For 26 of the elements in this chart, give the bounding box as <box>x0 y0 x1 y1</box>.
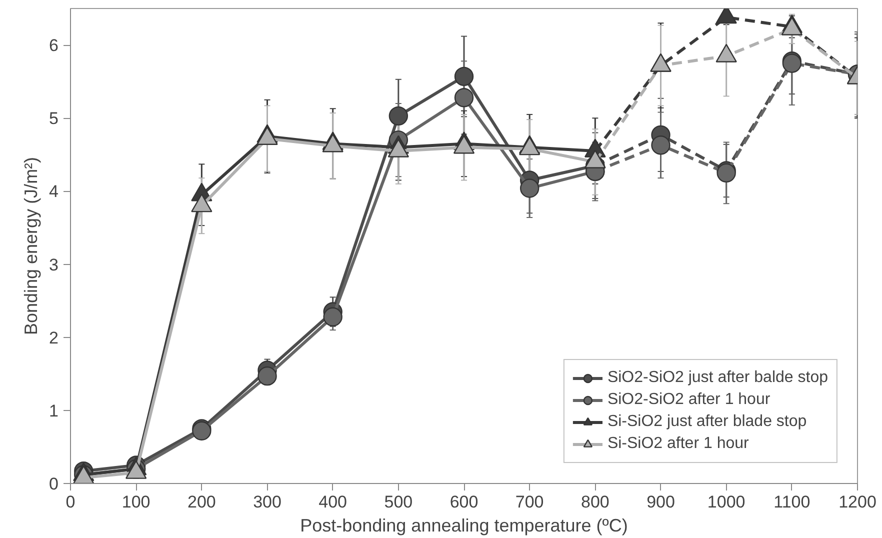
x-tick-label: 800 <box>580 492 610 512</box>
y-axis-title: Bonding energy (J/m²) <box>21 156 42 336</box>
legend-label: Si-SiO2 after 1 hour <box>607 435 749 453</box>
x-tick-label: 1100 <box>774 492 810 512</box>
x-tick-label: 100 <box>122 492 150 512</box>
x-tick-label: 200 <box>187 492 216 512</box>
x-tick-label: 400 <box>318 492 348 512</box>
x-tick-label: 600 <box>450 492 478 512</box>
x-tick-label: 900 <box>646 492 675 512</box>
y-tick-label: 0 <box>49 474 59 494</box>
x-tick-label: 0 <box>66 492 76 512</box>
y-tick-label: 6 <box>49 36 59 56</box>
x-tick-label: 1200 <box>838 492 876 512</box>
x-tick-label: 700 <box>515 492 544 512</box>
x-tick-label: 1000 <box>707 492 746 512</box>
y-tick-label: 4 <box>49 182 59 202</box>
legend-label: SiO2-SiO2 after 1 hour <box>607 391 770 409</box>
y-tick-label: 3 <box>49 255 59 274</box>
x-axis-title: Post-bonding annealing temperature (ºC) <box>300 516 628 536</box>
y-tick-label: 2 <box>49 328 59 348</box>
legend-label: SiO2-SiO2 just after balde stop <box>607 369 828 387</box>
x-tick-label: 500 <box>384 492 413 512</box>
y-tick-label: 5 <box>49 109 59 128</box>
legend-label: Si-SiO2 just after blade stop <box>607 413 807 431</box>
x-tick-label: 300 <box>253 492 282 512</box>
y-tick-label: 1 <box>49 401 59 420</box>
